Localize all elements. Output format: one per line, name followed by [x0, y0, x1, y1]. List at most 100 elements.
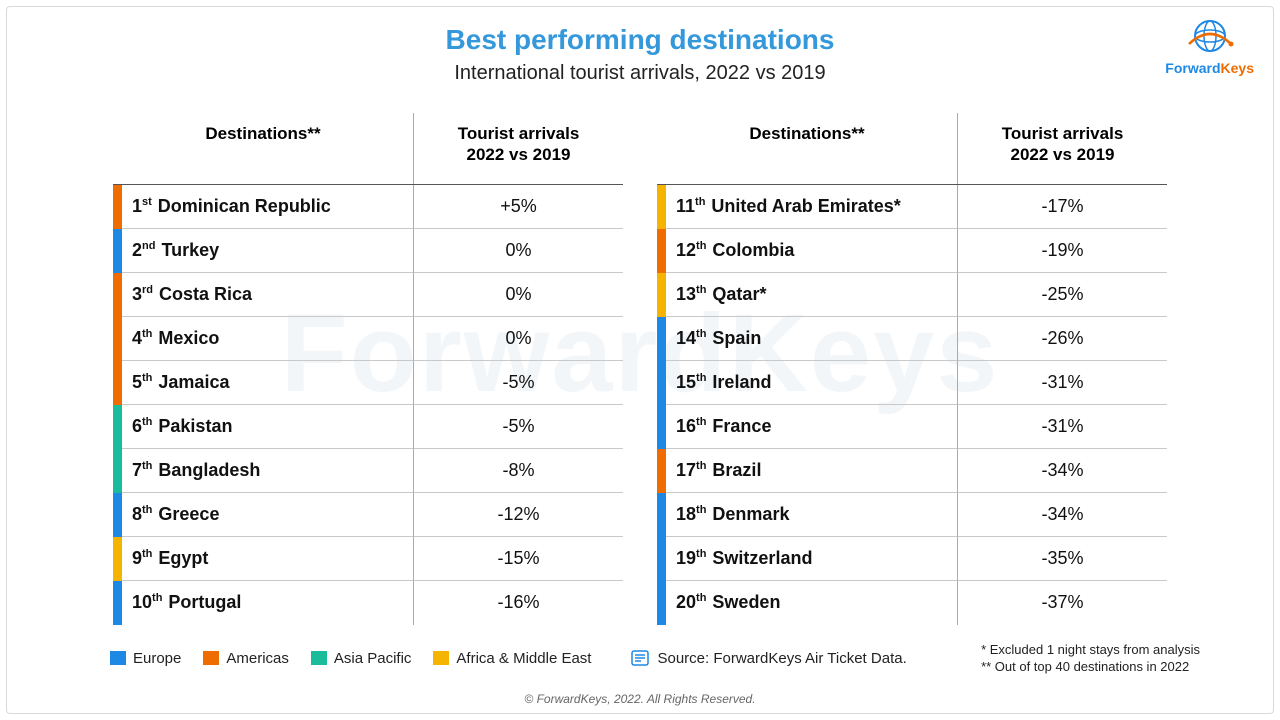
region-bar — [657, 581, 666, 625]
table-row: 19thSwitzerland-35% — [657, 537, 1167, 581]
destination-name: Spain — [712, 328, 761, 349]
region-bar — [113, 361, 122, 405]
cell-destination: 8thGreece — [122, 493, 413, 537]
table-row: 10thPortugal-16% — [113, 581, 623, 625]
destination-name: Ireland — [712, 372, 771, 393]
region-bar — [657, 229, 666, 273]
rank: 12th — [676, 240, 706, 261]
destination-name: Turkey — [161, 240, 219, 261]
legend-item: Europe — [110, 650, 181, 667]
page-subtitle: International tourist arrivals, 2022 vs … — [0, 62, 1280, 85]
destination-name: Portugal — [168, 592, 241, 613]
footer: Europe Americas Asia Pacific Africa & Middl… — [0, 641, 1280, 676]
cell-destination: 13thQatar* — [666, 273, 957, 317]
table-row: 9th Egypt -15% — [113, 537, 623, 581]
cell-value: -34% — [957, 449, 1167, 493]
header: Best performing destinations Internation… — [0, 0, 1280, 85]
cell-destination: 2ndTurkey — [122, 229, 413, 273]
cell-value: -37% — [957, 581, 1167, 625]
table-left: Destinations** Tourist arrivals2022 vs 2… — [113, 113, 623, 625]
destination-name: Colombia — [712, 240, 794, 261]
cell-destination: 14thSpain — [666, 317, 957, 361]
table-header: Destinations** Tourist arrivals2022 vs 2… — [113, 113, 623, 185]
legend-item: Americas — [203, 650, 289, 667]
region-bar — [657, 537, 666, 581]
region-bar — [113, 449, 122, 493]
cell-value: 0% — [413, 273, 623, 317]
cell-value: -8% — [413, 449, 623, 493]
cell-destination: 7thBangladesh — [122, 449, 413, 493]
legend-swatch — [203, 651, 219, 665]
region-bar — [113, 273, 122, 317]
table-body-left: 1stDominican Republic+5%2ndTurkey0%3rdCo… — [113, 185, 623, 625]
cell-value: -15% — [413, 537, 623, 581]
cell-value: -17% — [957, 185, 1167, 229]
table-row: 17thBrazil-34% — [657, 449, 1167, 493]
cell-value: 0% — [413, 229, 623, 273]
col-header-destinations: Destinations** — [113, 113, 413, 184]
cell-destination: 12th Colombia — [666, 229, 957, 273]
footnote-1: * Excluded 1 night stays from analysis — [981, 641, 1200, 659]
cell-value: -31% — [957, 405, 1167, 449]
rank: 9th — [132, 548, 152, 569]
cell-destination: 3rdCosta Rica — [122, 273, 413, 317]
cell-value: -12% — [413, 493, 623, 537]
cell-destination: 17thBrazil — [666, 449, 957, 493]
table-row: 5thJamaica-5% — [113, 361, 623, 405]
table-row: 3rdCosta Rica0% — [113, 273, 623, 317]
legend-item: Asia Pacific — [311, 650, 412, 667]
destination-name: Bangladesh — [158, 460, 260, 481]
cell-value: -34% — [957, 493, 1167, 537]
cell-value: -31% — [957, 361, 1167, 405]
legend-swatch — [311, 651, 327, 665]
region-bar — [657, 361, 666, 405]
cell-value: -16% — [413, 581, 623, 625]
table-body-right: 11thUnited Arab Emirates*-17% 12th Colombi… — [657, 185, 1167, 625]
table-row: 6thPakistan-5% — [113, 405, 623, 449]
source-text: Source: ForwardKeys Air Ticket Data. — [631, 650, 906, 667]
rank: 20th — [676, 592, 706, 613]
cell-destination: 15thIreland — [666, 361, 957, 405]
source-icon — [631, 650, 649, 666]
region-bar — [657, 449, 666, 493]
cell-destination: 11thUnited Arab Emirates* — [666, 185, 957, 229]
region-bar — [113, 405, 122, 449]
legend-swatch — [110, 651, 126, 665]
region-bar — [113, 317, 122, 361]
table-row: 7thBangladesh-8% — [113, 449, 623, 493]
destination-name: Egypt — [158, 548, 208, 569]
destination-name: Denmark — [712, 504, 789, 525]
col-header-value: Tourist arrivals2022 vs 2019 — [413, 113, 623, 184]
cell-destination: 4thMexico — [122, 317, 413, 361]
cell-value: -5% — [413, 405, 623, 449]
legend-item: Africa & Middle East — [433, 650, 591, 667]
legend-label: Asia Pacific — [334, 650, 412, 667]
rank: 18th — [676, 504, 706, 525]
legend: Europe Americas Asia Pacific Africa & Middl… — [110, 650, 591, 667]
cell-value: -5% — [413, 361, 623, 405]
cell-destination: 19thSwitzerland — [666, 537, 957, 581]
region-bar — [657, 185, 666, 229]
rank: 16th — [676, 416, 706, 437]
region-bar — [657, 405, 666, 449]
legend-label: Africa & Middle East — [456, 650, 591, 667]
table-row: 14thSpain-26% — [657, 317, 1167, 361]
region-bar — [113, 185, 122, 229]
cell-destination: 16thFrance — [666, 405, 957, 449]
destination-name: Dominican Republic — [158, 196, 331, 217]
destination-name: Pakistan — [158, 416, 232, 437]
table-row: 11thUnited Arab Emirates*-17% — [657, 185, 1167, 229]
table-row: 13thQatar*-25% — [657, 273, 1167, 317]
rank: 5th — [132, 372, 152, 393]
cell-value: -35% — [957, 537, 1167, 581]
col-header-value: Tourist arrivals2022 vs 2019 — [957, 113, 1167, 184]
rank: 11th — [676, 196, 705, 217]
cell-destination: 1stDominican Republic — [122, 185, 413, 229]
table-right: Destinations** Tourist arrivals2022 vs 2… — [657, 113, 1167, 625]
destination-name: Switzerland — [712, 548, 812, 569]
page-title: Best performing destinations — [0, 24, 1280, 56]
region-bar — [657, 273, 666, 317]
destination-name: Greece — [158, 504, 219, 525]
region-bar — [657, 493, 666, 537]
rank: 17th — [676, 460, 706, 481]
